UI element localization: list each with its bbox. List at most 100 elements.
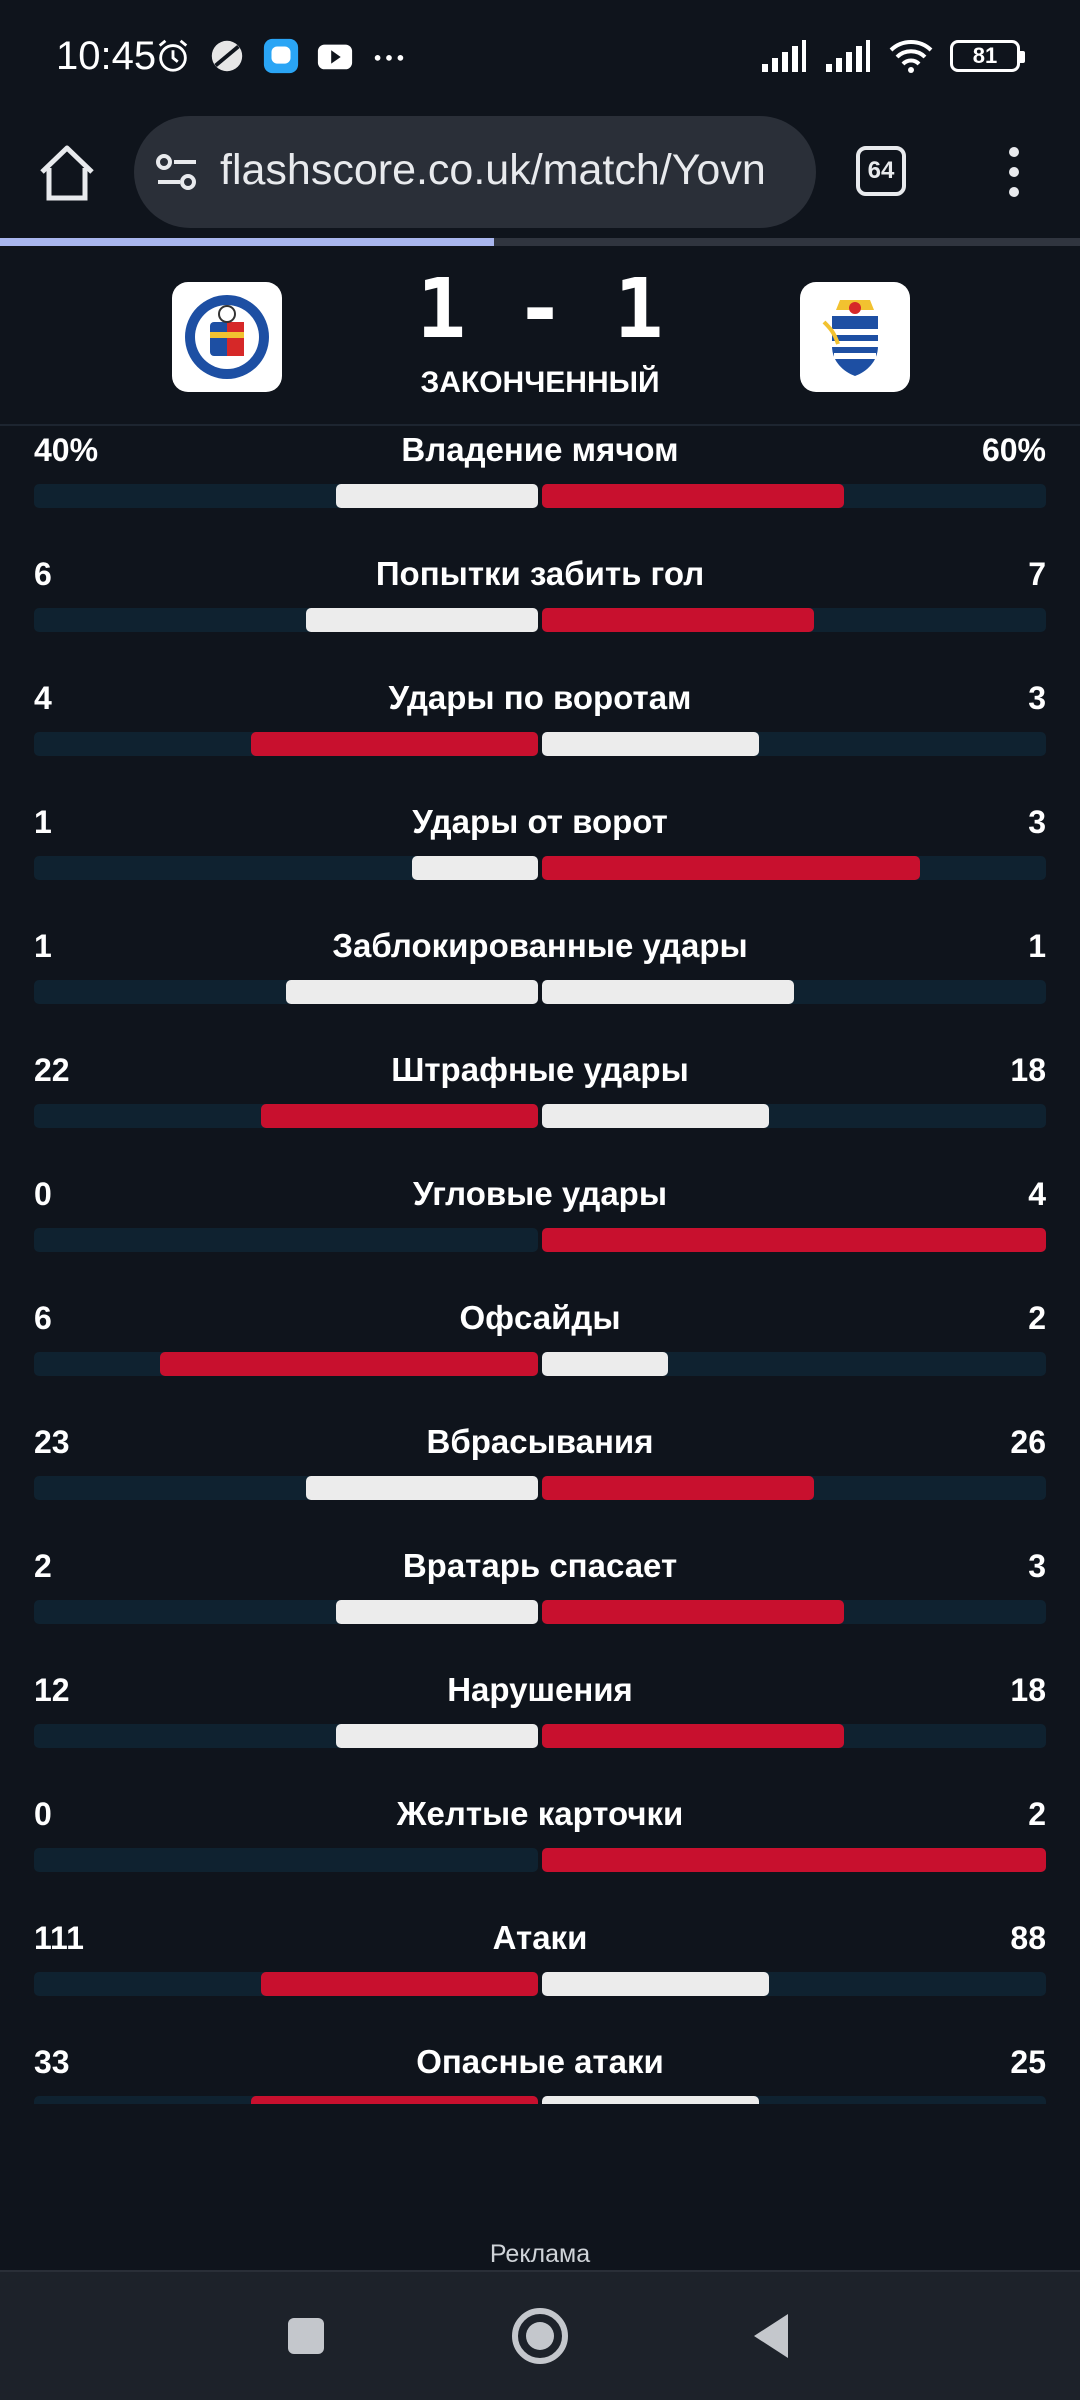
away-bar-track — [542, 856, 1046, 880]
home-stat-value: 6 — [34, 556, 52, 592]
overflow-menu-icon[interactable] — [1000, 142, 1028, 202]
home-bar-track — [34, 732, 538, 756]
stat-name: Заблокированные удары — [332, 927, 748, 964]
stat-name: Владение мячом — [401, 431, 679, 468]
away-bar-fill — [542, 1476, 815, 1500]
home-stat-value: 111 — [34, 1920, 84, 1956]
match-status: ЗАКОНЧЕННЫЙ — [420, 366, 660, 399]
stat-name: Удары от ворот — [412, 803, 668, 840]
home-bar-fill — [260, 1104, 538, 1128]
site-settings-icon[interactable] — [154, 150, 200, 196]
away-bar-track — [542, 1724, 1046, 1748]
away-stat-value: 4 — [1028, 1176, 1046, 1212]
away-stat-value: 60% — [981, 432, 1046, 468]
away-bar-fill — [542, 1724, 845, 1748]
battery-indicator: 81 — [950, 40, 1025, 72]
stat-row: 111 Атаки 88 — [0, 1918, 1080, 2042]
home-bar-track — [34, 1724, 538, 1748]
stat-row: 40% Владение мячом 60% — [0, 430, 1080, 554]
wifi-icon — [889, 40, 933, 73]
away-bar-track — [542, 980, 1046, 1004]
away-team-logo[interactable] — [800, 282, 910, 392]
away-bar-track — [542, 1104, 1046, 1128]
stat-name: Атаки — [492, 1919, 588, 1956]
away-stat-value: 88 — [1010, 1920, 1046, 1956]
stat-row: 6 Попытки забить гол 7 — [0, 554, 1080, 678]
home-stat-value: 0 — [34, 1176, 52, 1212]
stat-name: Вбрасывания — [426, 1423, 654, 1460]
home-bar-track — [34, 608, 538, 632]
away-stat-value: 18 — [1010, 1052, 1046, 1088]
away-bar-track — [542, 1228, 1046, 1252]
away-bar-track — [542, 1600, 1046, 1624]
stat-name: Желтые карточки — [396, 1795, 684, 1832]
divider — [0, 2270, 1080, 2272]
home-bar-fill — [306, 608, 538, 632]
away-bar-fill — [542, 2096, 759, 2104]
home-bar-fill — [306, 1476, 538, 1500]
home-stat-value: 2 — [34, 1548, 52, 1584]
system-icons: 81 — [760, 36, 1025, 76]
home-bar-fill — [412, 856, 538, 880]
away-bar-track — [542, 1476, 1046, 1500]
signal-icon — [762, 40, 806, 72]
home-bar-fill — [286, 980, 538, 1004]
away-bar-track — [542, 484, 1046, 508]
away-bar-fill — [542, 1104, 769, 1128]
home-circle-icon[interactable] — [508, 2304, 572, 2368]
tab-switcher-button[interactable]: 64 — [856, 146, 906, 196]
youtube-icon — [317, 44, 353, 70]
home-bar-track — [34, 1104, 538, 1128]
home-bar-track — [34, 1228, 538, 1252]
away-bar-fill — [542, 980, 794, 1004]
stat-row: 22 Штрафные удары 18 — [0, 1050, 1080, 1174]
advertisement-label: Реклама — [489, 2240, 591, 2268]
home-stat-value: 12 — [34, 1672, 70, 1708]
home-team-logo[interactable] — [172, 282, 282, 392]
url-text[interactable]: flashscore.co.uk/match/Yovn — [220, 146, 766, 194]
away-bar-fill — [542, 856, 920, 880]
home-stat-value: 6 — [34, 1300, 52, 1336]
statistics-list: 40% Владение мячом 60% 6 Попытки забить гол 7… — [0, 426, 1080, 2104]
home-icon[interactable] — [34, 140, 100, 206]
stat-name: Нарушения — [447, 1671, 633, 1708]
home-bar-track — [34, 980, 538, 1004]
browser-toolbar: flashscore.co.uk/match/Yovn 64 — [0, 112, 1080, 240]
away-stat-value: 3 — [1028, 1548, 1046, 1584]
status-bar: 10:45 81 — [0, 0, 1080, 112]
home-bar-track — [34, 1476, 538, 1500]
home-bar-fill — [336, 1724, 538, 1748]
stat-name: Удары по воротам — [388, 679, 692, 716]
home-bar-fill — [250, 732, 538, 756]
away-bar-fill — [542, 1848, 1046, 1872]
back-triangle-icon[interactable] — [742, 2304, 806, 2368]
home-bar-fill — [250, 2096, 538, 2104]
home-bar-track — [34, 2096, 538, 2104]
match-score: 1 - 1 — [416, 262, 664, 357]
no-sim-icon — [211, 40, 243, 72]
away-stat-value: 3 — [1028, 804, 1046, 840]
away-bar-track — [542, 1352, 1046, 1376]
stat-name: Опасные атаки — [416, 2043, 664, 2080]
away-stat-value: 26 — [1010, 1424, 1046, 1460]
away-bar-fill — [542, 1228, 1046, 1252]
away-bar-track — [542, 1848, 1046, 1872]
address-bar[interactable]: flashscore.co.uk/match/Yovn — [134, 116, 816, 228]
home-bar-track — [34, 1600, 538, 1624]
away-bar-fill — [542, 484, 845, 508]
home-bar-fill — [260, 1972, 538, 1996]
status-time: 10:45 — [56, 34, 157, 78]
stat-row: 1 Удары от ворот 3 — [0, 802, 1080, 926]
alarm-icon — [158, 39, 188, 72]
recents-square-icon[interactable] — [274, 2304, 338, 2368]
home-stat-value: 40% — [34, 432, 99, 468]
stat-row: 23 Вбрасывания 26 — [0, 1422, 1080, 1546]
home-stat-value: 0 — [34, 1796, 52, 1832]
home-bar-fill — [336, 1600, 538, 1624]
stat-row: 12 Нарушения 18 — [0, 1670, 1080, 1794]
home-stat-value: 1 — [34, 928, 52, 964]
getafe-logo — [185, 295, 269, 379]
away-bar-track — [542, 608, 1046, 632]
real-sociedad-logo — [822, 300, 878, 376]
away-bar-fill — [542, 608, 815, 632]
